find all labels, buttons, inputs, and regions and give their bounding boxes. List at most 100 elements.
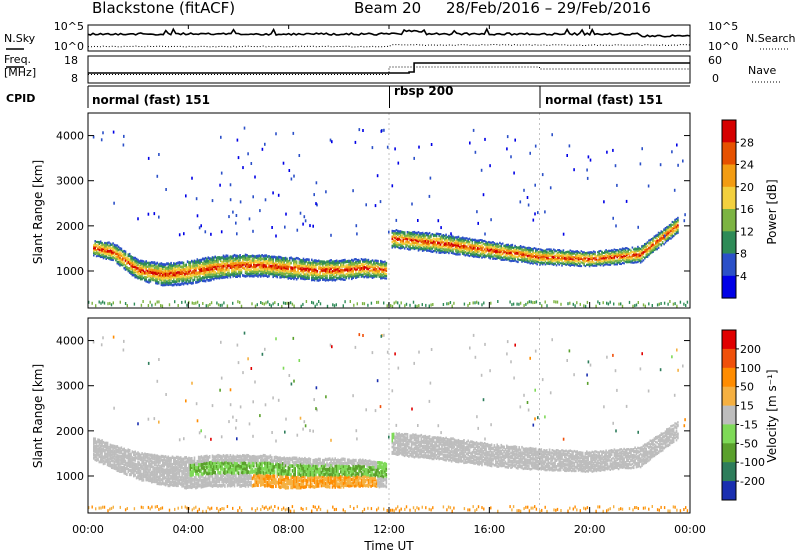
echo-cell xyxy=(540,255,543,258)
echo-cell xyxy=(419,234,421,238)
echo-cell xyxy=(509,300,511,304)
echo-cell xyxy=(157,481,160,486)
echo-cell xyxy=(451,304,453,308)
echo-cell xyxy=(668,229,671,232)
echo-cell xyxy=(328,268,331,271)
echo-cell xyxy=(197,278,200,282)
echo-cell xyxy=(141,262,143,265)
echo-cell xyxy=(548,253,551,256)
echo-cell xyxy=(511,250,514,253)
echo-cell xyxy=(521,259,523,262)
echo-cell xyxy=(576,263,578,266)
echo-cell xyxy=(630,249,632,252)
echo-cell xyxy=(228,215,230,219)
echo-cell xyxy=(170,267,172,270)
echo-cell xyxy=(437,237,439,241)
echo-cell xyxy=(627,256,629,259)
echo-cell xyxy=(382,268,385,271)
echo-cell xyxy=(128,252,131,256)
echo-cell xyxy=(583,264,585,267)
power-data xyxy=(88,113,689,308)
echo-cell xyxy=(192,470,194,474)
echo-cell xyxy=(459,238,461,241)
echo-cell xyxy=(286,259,288,263)
echo-cell xyxy=(235,275,237,278)
echo-cell xyxy=(189,479,192,484)
echo-cell xyxy=(200,269,203,273)
echo-cell xyxy=(170,475,172,479)
echo-cell xyxy=(544,256,547,259)
echo-cell xyxy=(299,211,302,215)
echo-cell xyxy=(269,272,272,276)
echo-cell xyxy=(374,271,377,274)
echo-cell xyxy=(394,147,396,151)
echo-cell xyxy=(463,252,465,255)
echo-cell xyxy=(328,266,331,270)
echo-cell xyxy=(229,255,232,259)
echo-cell xyxy=(474,301,476,305)
echo-cell xyxy=(655,237,657,240)
echo-cell xyxy=(159,275,161,279)
echo-cell xyxy=(481,240,483,244)
echo-cell xyxy=(466,240,468,243)
echo-cell xyxy=(525,253,527,256)
echo-cell xyxy=(122,448,124,452)
echo-cell xyxy=(167,265,170,269)
echo-cell xyxy=(181,465,183,470)
echo-cell xyxy=(106,459,109,463)
echo-cell xyxy=(575,255,577,258)
echo-cell xyxy=(591,259,594,262)
echo-cell xyxy=(586,260,588,262)
echo-cell xyxy=(204,270,207,274)
echo-cell xyxy=(219,274,222,278)
echo-cell xyxy=(145,455,147,459)
echo-cell xyxy=(123,460,125,464)
echo-cell xyxy=(397,229,399,233)
echo-cell xyxy=(597,254,599,257)
echo-cell xyxy=(177,458,179,463)
echo-cell xyxy=(308,265,310,269)
echo-cell xyxy=(523,251,526,254)
echo-cell xyxy=(453,239,456,242)
echo-cell xyxy=(134,271,136,274)
echo-cell xyxy=(220,171,223,175)
echo-cell xyxy=(313,259,316,262)
echo-cell xyxy=(366,267,368,271)
echo-cell xyxy=(119,258,121,261)
echo-cell xyxy=(221,276,223,280)
echo-cell xyxy=(460,249,463,253)
echo-cell xyxy=(167,274,170,277)
echo-cell xyxy=(652,241,654,244)
echo-cell xyxy=(477,246,479,249)
echo-cell xyxy=(604,260,606,263)
echo-cell xyxy=(355,275,357,278)
echo-cell xyxy=(370,301,373,305)
echo-cell xyxy=(293,258,295,261)
echo-cell xyxy=(200,263,203,267)
echo-cell xyxy=(628,261,631,264)
echo-cell xyxy=(342,263,345,266)
echo-cell xyxy=(417,242,420,246)
echo-cell xyxy=(328,263,331,267)
echo-cell xyxy=(120,260,123,263)
echo-cell xyxy=(304,273,306,276)
echo-cell xyxy=(570,253,573,256)
echo-cell xyxy=(412,237,414,240)
echo-cell xyxy=(377,300,380,304)
echo-cell xyxy=(521,251,523,254)
echo-cell xyxy=(592,250,595,253)
echo-cell xyxy=(185,472,187,477)
echo-cell xyxy=(138,467,141,471)
echo-cell xyxy=(171,462,174,467)
echo-cell xyxy=(108,452,110,455)
echo-cell xyxy=(481,244,483,247)
echo-cell xyxy=(166,471,168,475)
echo-cell xyxy=(409,231,411,235)
echo-cell xyxy=(551,261,554,264)
echo-cell xyxy=(159,262,161,266)
echo-cell xyxy=(203,262,205,266)
echo-cell xyxy=(95,450,98,454)
echo-cell xyxy=(619,258,621,261)
echo-cell xyxy=(664,238,667,241)
echo-cell xyxy=(508,258,511,261)
